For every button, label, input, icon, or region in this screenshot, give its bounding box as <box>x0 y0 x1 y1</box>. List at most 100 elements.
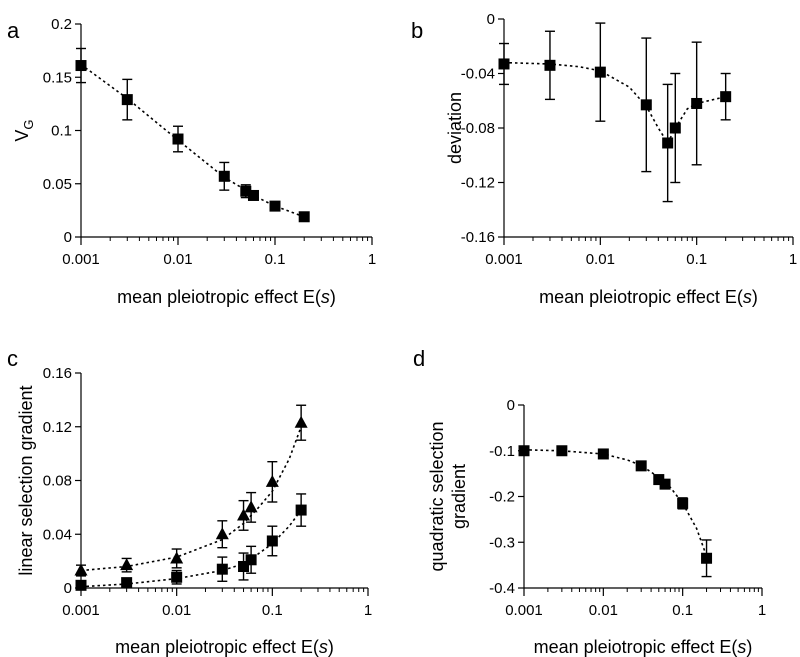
x-axis-title: mean pleiotropic effect E(s) <box>117 287 336 307</box>
y-axis-title: VG <box>12 119 36 141</box>
y-tick-label: -0.1 <box>489 443 515 460</box>
data-point-square <box>659 478 671 490</box>
data-point-square <box>677 497 689 509</box>
data-point-square <box>720 91 732 103</box>
data-point-square <box>218 170 230 182</box>
x-tick-label: 0.01 <box>586 251 615 268</box>
y-tick-label: 0 <box>64 580 72 597</box>
data-point-square <box>269 200 281 212</box>
x-tick-label: 0.1 <box>672 602 693 619</box>
y-tick-label: 0 <box>487 11 495 28</box>
panel-letter: a <box>7 18 20 43</box>
data-point-square <box>240 185 252 197</box>
fit-line <box>80 63 305 218</box>
data-point-square <box>247 189 259 201</box>
data-point-triangle <box>74 563 88 576</box>
x-tick-label: 1 <box>789 251 797 268</box>
y-tick-label: 0 <box>64 229 72 246</box>
x-tick-label: 0.001 <box>62 602 100 619</box>
panel-letter: d <box>413 346 425 371</box>
y-tick-label: 0.15 <box>43 69 72 86</box>
y-tick-label: 0.12 <box>43 419 72 436</box>
fit-line <box>80 509 302 588</box>
data-point-square <box>635 460 647 472</box>
x-axis-title: mean pleiotropic effect E(s) <box>115 637 334 657</box>
y-tick-label: -0.16 <box>461 229 495 246</box>
x-tick-label: 1 <box>368 251 376 268</box>
data-point-square <box>544 59 556 71</box>
y-tick-label: 0.1 <box>51 123 72 140</box>
data-point-square <box>121 577 133 589</box>
x-tick-label: 0.1 <box>262 602 283 619</box>
panel-d: d 0 -0.1 -0.2 -0.3 -0.4 0.001 0.01 0.1 1 mean plei… <box>413 346 766 657</box>
data-point-square <box>556 445 568 457</box>
y-tick-label: 0.04 <box>43 526 72 543</box>
data-point-square <box>75 60 87 72</box>
data-point-square <box>669 122 681 134</box>
data-point-square <box>172 133 184 145</box>
x-tick-label: 0.01 <box>162 602 191 619</box>
y-tick-label: 0.05 <box>43 176 72 193</box>
data-point-triangle <box>120 558 134 571</box>
x-tick-label: 0.1 <box>265 251 286 268</box>
panel-c: c 0 0.04 0.08 0.12 0.16 0.001 0.01 0.1 1 mean plei… <box>7 346 372 657</box>
y-tick-label: 0.08 <box>43 473 72 490</box>
y-axis-title: quadratic selection gradient <box>427 421 469 571</box>
data-point-square <box>597 448 609 460</box>
data-point-square <box>662 137 674 149</box>
data-point-triangle <box>170 551 184 564</box>
x-tick-label: 1 <box>758 602 766 619</box>
panel-b: b 0 -0.04 -0.08 -0.12 -0.16 0.001 0.01 0.1 1 mean … <box>411 11 797 307</box>
data-point-triangle <box>294 415 308 428</box>
x-tick-label: 0.01 <box>589 602 618 619</box>
y-tick-label: -0.04 <box>461 66 495 83</box>
panel-a: a 0 0.05 0.1 0.15 0.2 0.001 0.01 0.1 1 mean pleiot… <box>7 16 376 307</box>
y-tick-label: -0.08 <box>461 120 495 137</box>
y-tick-label: -0.12 <box>461 175 495 192</box>
y-tick-label: -0.4 <box>489 580 515 597</box>
series-square <box>498 22 732 203</box>
data-point-square <box>266 535 278 547</box>
data-point-square <box>75 579 87 591</box>
x-tick-label: 0.001 <box>505 602 543 619</box>
series-square <box>75 47 310 223</box>
data-point-square <box>121 94 133 106</box>
x-axis-title: mean pleiotropic effect E(s) <box>539 287 758 307</box>
series-square <box>518 445 713 578</box>
data-point-square <box>295 504 307 516</box>
data-point-triangle <box>237 508 251 521</box>
data-point-square <box>701 552 713 564</box>
fit-line <box>80 426 302 572</box>
y-tick-label: -0.3 <box>489 534 515 551</box>
y-axis-title: linear selection gradient <box>16 385 36 575</box>
panel-letter: c <box>7 346 18 371</box>
data-point-square <box>238 561 250 572</box>
x-tick-label: 0.01 <box>163 251 192 268</box>
data-point-square <box>216 563 228 575</box>
y-tick-label: 0 <box>507 397 515 414</box>
data-point-triangle <box>244 500 258 513</box>
data-point-square <box>245 554 257 566</box>
x-tick-label: 0.1 <box>686 251 707 268</box>
x-tick-label: 0.001 <box>485 251 523 268</box>
x-axis-title: mean pleiotropic effect E(s) <box>534 637 753 657</box>
y-tick-label: 0.16 <box>43 365 72 382</box>
data-point-square <box>498 58 510 70</box>
data-point-square <box>518 445 530 457</box>
data-point-square <box>594 66 606 78</box>
panel-letter: b <box>411 18 423 43</box>
data-point-square <box>640 99 652 111</box>
series-triangle <box>74 404 308 577</box>
data-point-square <box>171 571 183 583</box>
data-point-square <box>691 97 703 109</box>
y-tick-label: 0.2 <box>51 16 72 33</box>
x-tick-label: 1 <box>364 602 372 619</box>
x-tick-label: 0.001 <box>62 251 100 268</box>
y-axis-title: deviation <box>445 92 465 164</box>
data-point-triangle <box>265 474 279 487</box>
data-point-square <box>298 211 310 223</box>
data-point-square <box>653 474 665 486</box>
data-point-triangle <box>215 527 229 540</box>
series-square <box>75 493 307 591</box>
